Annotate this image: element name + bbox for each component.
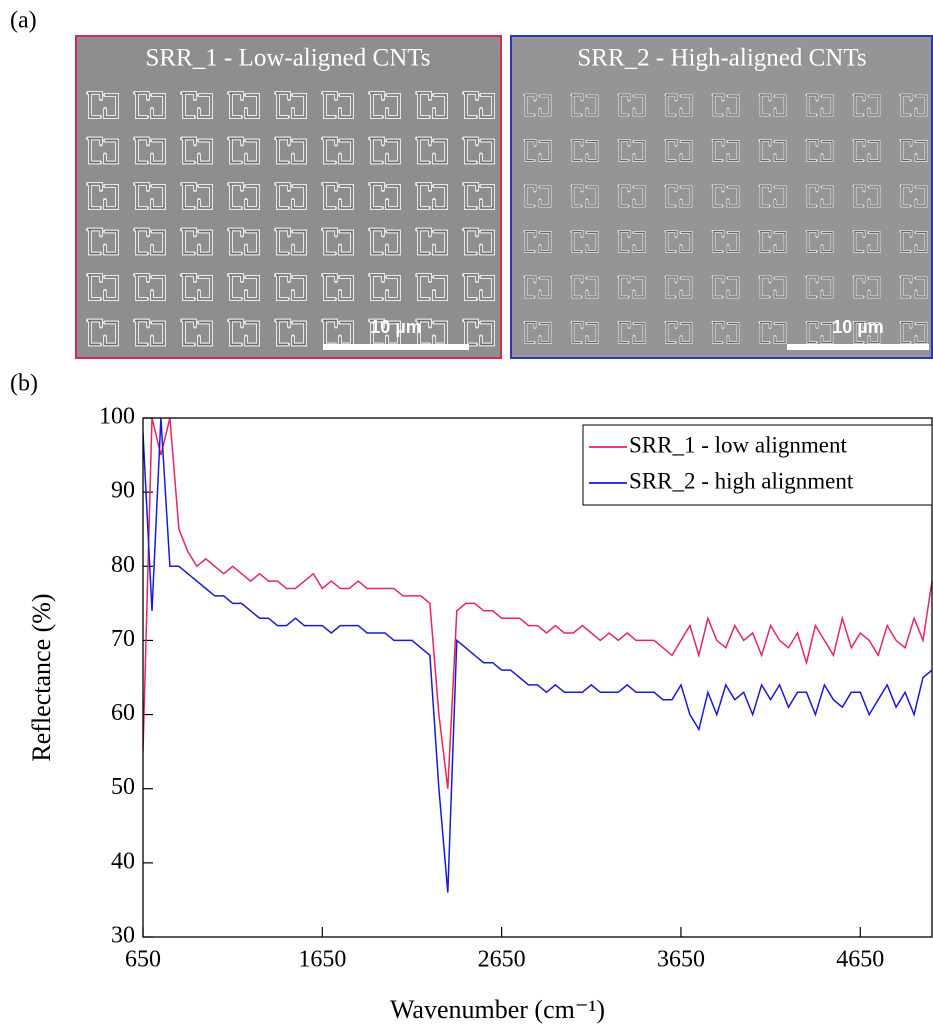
y-tick-label: 40 xyxy=(111,848,135,874)
sem-image: SRR_2 - High-aligned CNTs 10 µm xyxy=(510,35,933,359)
legend-label: SRR_2 - high alignment xyxy=(629,468,854,493)
scale-label: 10 µm xyxy=(832,317,883,337)
x-tick-label: 4650 xyxy=(836,947,884,973)
y-tick-label: 100 xyxy=(99,404,135,430)
y-tick-label: 70 xyxy=(111,626,135,652)
x-tick-label: 1650 xyxy=(298,947,346,973)
scale-label: 10 µm xyxy=(370,317,421,337)
y-tick-label: 30 xyxy=(111,923,135,949)
data-line xyxy=(143,418,932,893)
plot: 30 40 50 60 70 80 90 100 650 1650 2650 3650 4650 SRR_… xyxy=(27,404,933,1024)
panel-label: (a) xyxy=(10,8,37,34)
y-tick-label: 90 xyxy=(111,478,135,504)
x-tick-label: 650 xyxy=(125,947,161,973)
y-axis-label: Reflectance (%) xyxy=(27,593,56,761)
x-tick-label: 3650 xyxy=(657,947,705,973)
x-tick-label: 2650 xyxy=(478,947,526,973)
y-tick-label: 60 xyxy=(111,700,135,726)
image-caption: SRR_1 - Low-aligned CNTs xyxy=(145,45,430,72)
image-caption: SRR_2 - High-aligned CNTs xyxy=(577,45,866,72)
x-axis-label: Wavenumber (cm⁻¹) xyxy=(390,995,605,1024)
panel-label: (b) xyxy=(10,371,38,397)
scale-bar xyxy=(323,344,469,350)
y-tick-label: 50 xyxy=(111,774,135,800)
sem-image: SRR_1 - Low-aligned CNTs 10 µm xyxy=(75,35,502,359)
scale-bar xyxy=(787,344,929,350)
data-line xyxy=(143,418,932,789)
legend-label: SRR_1 - low alignment xyxy=(629,432,847,457)
legend-box xyxy=(582,424,933,506)
plot-frame xyxy=(142,417,933,938)
image-texture xyxy=(512,82,931,357)
image-texture xyxy=(77,82,500,357)
y-tick-label: 80 xyxy=(111,552,135,578)
